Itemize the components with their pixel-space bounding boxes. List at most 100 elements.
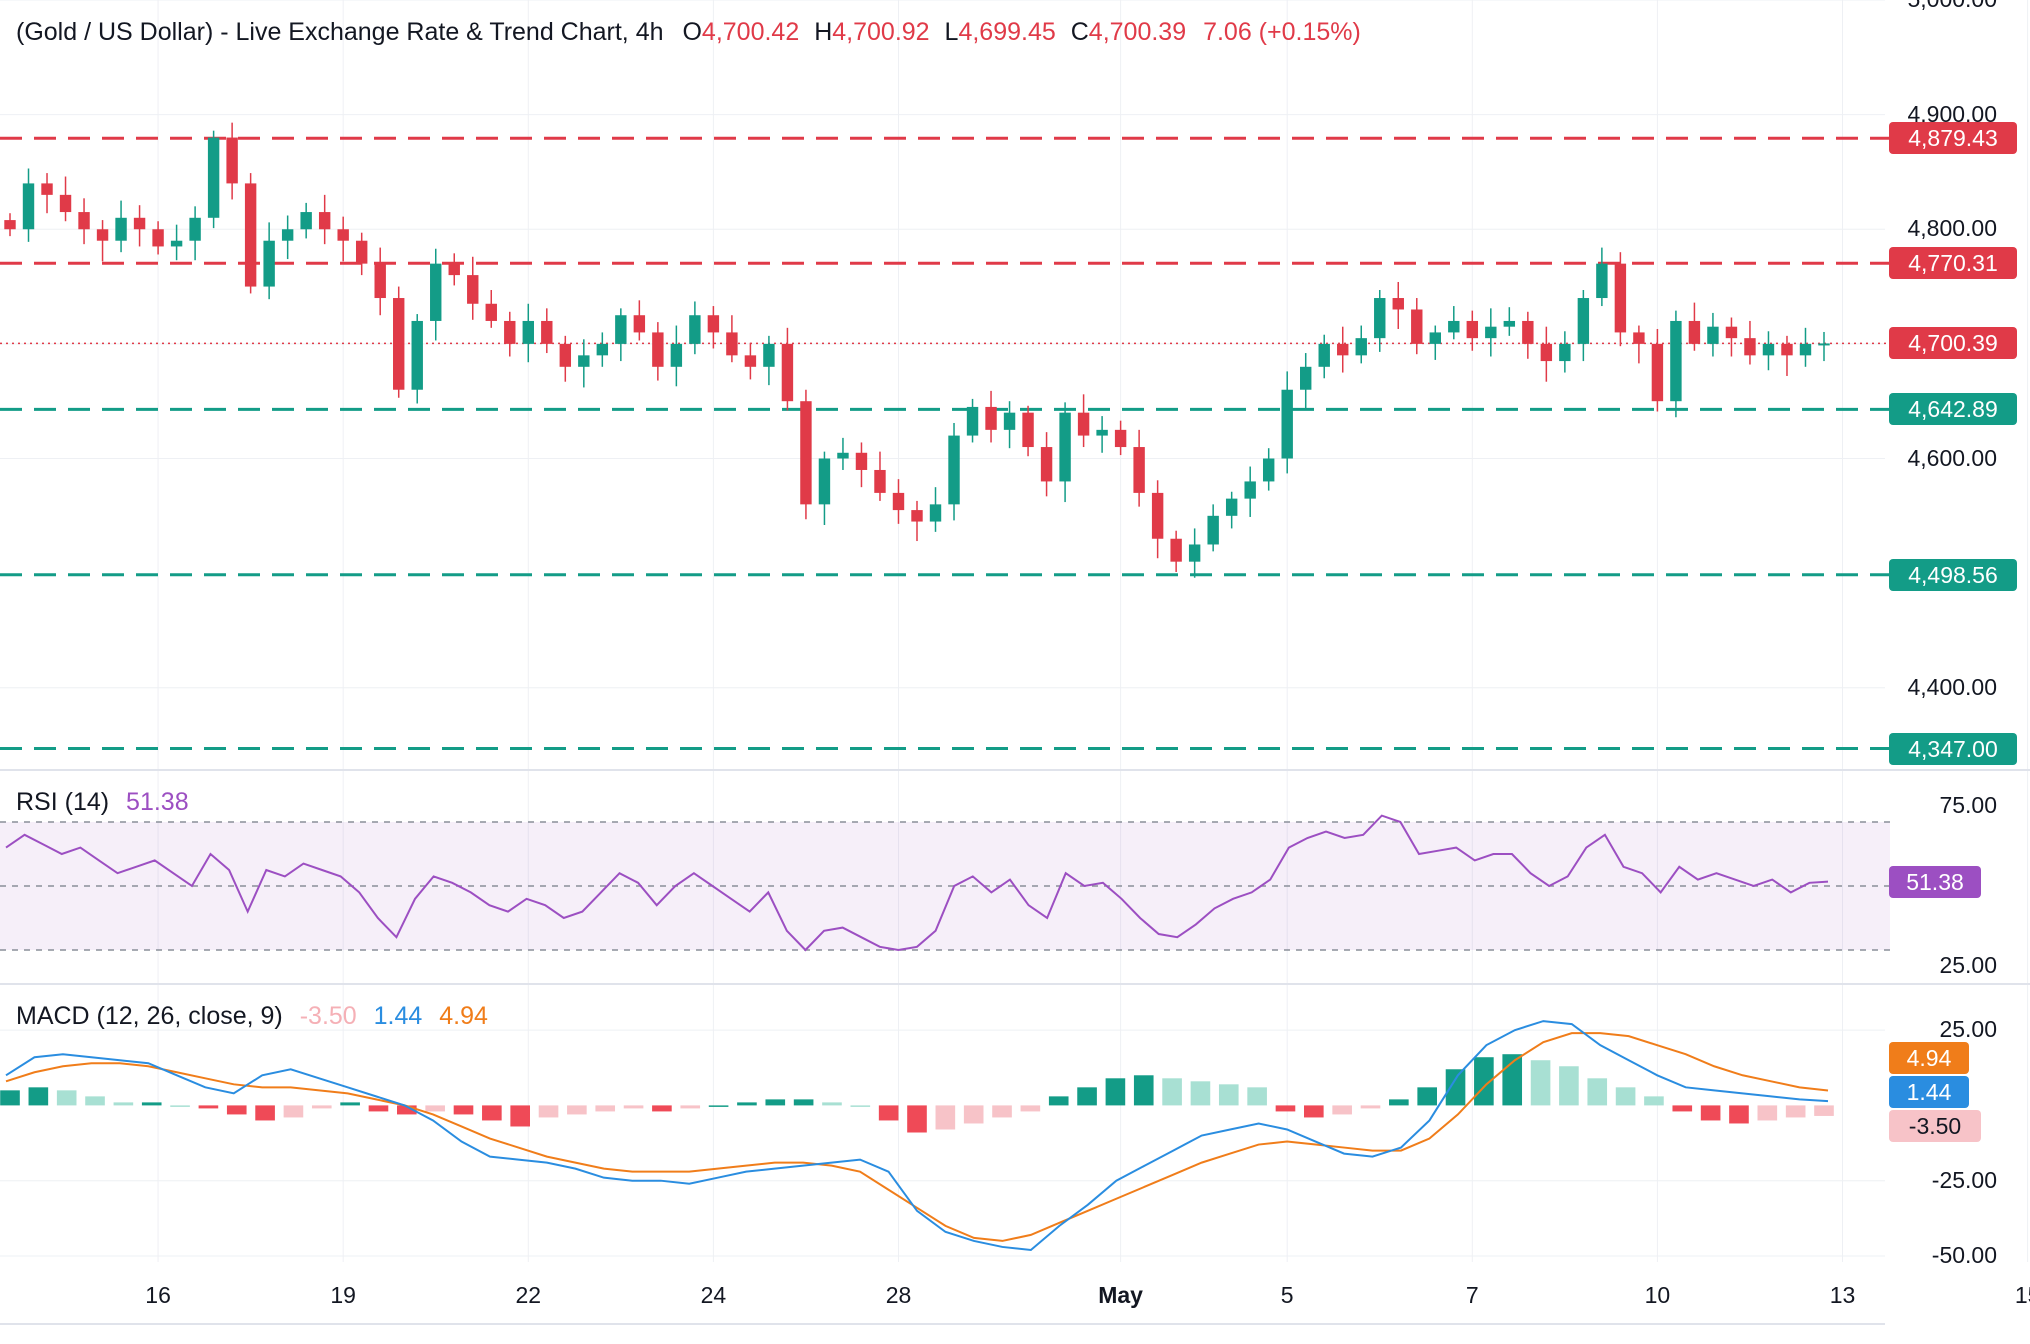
macd-histogram-bar	[538, 1105, 559, 1118]
macd-histogram-bar	[595, 1105, 616, 1112]
macd-histogram-bar	[1757, 1105, 1778, 1121]
macd-histogram-bar	[1360, 1105, 1381, 1109]
macd-histogram-bar	[1445, 1069, 1466, 1106]
candle-body	[1448, 320, 1460, 333]
candle-body	[1133, 447, 1145, 493]
macd-hist-tag: -3.50	[1889, 1110, 1981, 1142]
candle-body	[1355, 338, 1367, 356]
candle-body	[615, 315, 627, 344]
candle-body	[1262, 458, 1275, 482]
macd-axis-tick: 25.00	[1939, 1016, 1997, 1043]
open-label: O	[682, 18, 702, 46]
x-axis-label: 19	[330, 1282, 356, 1308]
candle-body	[541, 320, 553, 344]
macd-histogram-bar	[992, 1105, 1012, 1118]
macd-histogram-bar	[198, 1105, 219, 1109]
macd-histogram-bar	[1644, 1096, 1664, 1106]
candle-body	[1318, 343, 1330, 367]
candle-body	[1744, 338, 1756, 356]
candle-body	[152, 229, 164, 247]
macd-histogram-bar	[56, 1090, 77, 1106]
macd-histogram-bar	[28, 1087, 49, 1106]
price-axis-tick: 4,800.00	[1907, 215, 1997, 242]
candle-body	[244, 183, 257, 287]
candle-body	[1688, 320, 1701, 344]
candle-body	[355, 240, 368, 264]
macd-histogram-bar	[737, 1102, 757, 1106]
candle-body	[652, 332, 664, 367]
candle-body	[485, 303, 497, 321]
macd-histogram-bar	[113, 1102, 134, 1106]
candle-body	[1059, 412, 1071, 482]
low-value: 4,699.45	[958, 18, 1056, 46]
macd-label: MACD (12, 26, close, 9)	[16, 1002, 283, 1030]
macd-histogram-bar	[1785, 1105, 1806, 1118]
candle-body	[800, 401, 812, 505]
candle-body	[318, 212, 331, 230]
rsi-axis-tick: 25.00	[1939, 952, 1997, 978]
macd-signal-line	[5, 1032, 1829, 1242]
candle-body	[96, 229, 109, 241]
macd-signal-tag: 4.94	[1889, 1042, 1969, 1074]
candle-body	[1114, 429, 1127, 448]
chart-title: (Gold / US Dollar) - Live Exchange Rate …	[16, 18, 664, 46]
macd-histogram-bar	[907, 1105, 927, 1133]
candle-body	[633, 315, 646, 333]
candle-body	[1485, 326, 1497, 339]
x-axis-label: 10	[1644, 1282, 1671, 1308]
candle-body	[1337, 343, 1349, 356]
macd-histogram-bar	[340, 1102, 360, 1106]
macd-histogram-bar	[1133, 1075, 1154, 1106]
candle-body	[874, 469, 886, 493]
change-value: 7.06 (+0.15%)	[1203, 18, 1361, 46]
candle-body	[22, 183, 35, 230]
macd-histogram-bar	[793, 1099, 814, 1106]
macd-histogram-bar	[652, 1105, 672, 1112]
macd-histogram-bar	[283, 1105, 304, 1118]
macd-histogram-bar	[878, 1105, 899, 1121]
chart-header: (Gold / US Dollar) - Live Exchange Rate …	[16, 18, 1361, 47]
candle-body	[189, 217, 201, 241]
candle-body	[133, 217, 146, 230]
macd-histogram-bar	[850, 1105, 871, 1107]
candle-body	[1281, 389, 1293, 459]
candle-body	[689, 315, 701, 344]
candle-body	[1244, 481, 1256, 499]
macd-histogram-bar	[623, 1105, 644, 1109]
candle-body	[1707, 326, 1719, 344]
macd-histogram-bar	[255, 1105, 275, 1121]
x-axis-label: 15	[2014, 1282, 2030, 1308]
macd-histogram-bar	[1304, 1105, 1324, 1118]
macd-histogram-bar	[1587, 1078, 1608, 1106]
macd-histogram-bar	[425, 1105, 445, 1112]
candle-body	[1651, 343, 1664, 402]
candle-body	[448, 263, 460, 276]
candle-body	[670, 343, 683, 367]
candle-body	[1170, 538, 1182, 562]
candle-body	[1762, 343, 1775, 356]
macd-histogram-bar	[935, 1105, 956, 1130]
macd-histogram-bar	[1332, 1105, 1352, 1115]
candle-body	[1559, 343, 1571, 362]
candle-body	[1466, 320, 1479, 339]
level-tag-resistance: 4,879.43	[1889, 122, 2017, 155]
macd-histogram-bar	[765, 1099, 786, 1106]
rsi-line	[5, 814, 1829, 952]
candle-body	[226, 137, 238, 184]
candle-body	[1633, 332, 1645, 344]
price-axis-tick: 4,400.00	[1907, 673, 1997, 700]
candle-body	[892, 492, 905, 511]
candle-body	[744, 355, 757, 367]
candle-body	[1225, 498, 1238, 516]
candle-body	[504, 320, 516, 344]
rsi-value: 51.38	[126, 788, 189, 816]
macd-histogram-bar	[482, 1105, 502, 1121]
candle-body	[1725, 326, 1738, 339]
last-price-tag: 4,700.39	[1889, 327, 2017, 360]
macd-histogram-bar	[85, 1096, 105, 1106]
candle-body	[966, 406, 979, 436]
level-tag-support: 4,347.00	[1889, 732, 2017, 765]
candle-body	[1614, 263, 1627, 333]
macd-histogram-bar	[1700, 1105, 1721, 1121]
